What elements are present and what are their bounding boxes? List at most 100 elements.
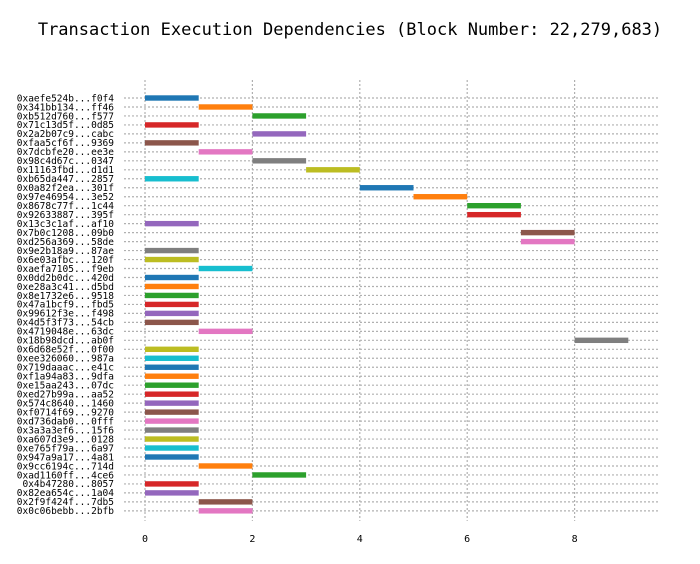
task-bar <box>413 194 468 200</box>
task-bar <box>467 211 521 218</box>
x-tick-label: 0 <box>142 534 148 545</box>
y-tick-label: 0x6e03afbc...120f <box>17 255 114 266</box>
y-tick-label: 0x9e2b18a9...87ae <box>17 246 115 257</box>
y-tick-label: 0x18b98dcd...ab0f <box>17 336 114 347</box>
task-bar <box>145 391 199 397</box>
y-tick-label: 0xed27b99a...aa52 <box>17 389 114 400</box>
task-bar <box>145 481 199 487</box>
y-tick-label: 0x0c06bebb...2bfb <box>17 506 115 517</box>
x-tick-label: 4 <box>357 534 363 545</box>
y-tick-label: 0x98c4d67c...0347 <box>17 156 114 167</box>
y-tick-label: 0xf0714f69...9270 <box>17 407 115 418</box>
task-bar <box>252 113 307 119</box>
task-bar <box>145 382 199 388</box>
task-bar <box>145 274 199 281</box>
y-tick-labels: 0xaefe524b...f0f40x341bb134...ff460xb512… <box>17 93 115 517</box>
y-tick-label: 0x8e1732e6...9518 <box>17 291 115 302</box>
y-tick-label: 0xee326060...987a <box>17 354 114 365</box>
task-bar <box>145 319 199 326</box>
y-tick-label: 0x97e46954...3e52 <box>17 192 114 203</box>
y-tick-label: 0xaefa7105...f9eb <box>17 264 115 275</box>
task-bar <box>198 508 253 514</box>
y-tick-label: 0x82ea654c...1a04 <box>17 488 115 499</box>
task-bar <box>145 256 199 263</box>
y-tick-label: 0xad1160ff...4ce6 <box>17 470 115 481</box>
task-bar <box>198 104 253 110</box>
task-bar <box>145 436 199 442</box>
y-tick-label: 0x11163fbd...d1d1 <box>17 165 115 176</box>
task-bar <box>252 131 307 137</box>
task-bar <box>145 122 199 128</box>
task-bar <box>198 149 253 155</box>
y-tick-label: 0x4d5f3f73...54cb <box>17 318 115 329</box>
y-tick-label: 0x7b0c1208...09b0 <box>17 228 115 239</box>
y-tick-label: 0xaefe524b...f0f4 <box>17 93 115 104</box>
task-bar <box>198 328 253 335</box>
y-tick-label: 0xe28a3c41...d5bd <box>17 282 114 293</box>
task-bar <box>198 463 253 469</box>
y-tick-label: 0x99612f3e...f498 <box>17 309 115 320</box>
y-tick-label: 0xf1a94a83...9dfa <box>17 372 114 383</box>
y-tick-label: 0x4b47280...8057 <box>22 479 114 490</box>
y-tick-label: 0x574c8640...1460 <box>17 398 115 409</box>
task-bar <box>145 409 199 415</box>
task-bar <box>145 301 199 308</box>
y-tick-label: 0x3a3a3ef6...15f6 <box>17 425 115 436</box>
y-tick-label: 0x7dcbfe20...ee3e <box>17 147 115 158</box>
task-bar <box>198 265 253 272</box>
x-tick-label: 6 <box>464 534 470 545</box>
bar-layer <box>145 95 629 514</box>
task-bar <box>145 220 199 227</box>
task-bar <box>145 364 199 370</box>
task-bar <box>145 427 199 433</box>
task-bar <box>467 203 521 209</box>
task-bar <box>252 158 307 164</box>
y-tick-label: 0xe765f79a...6a97 <box>17 443 114 454</box>
y-tick-label: 0x71c13d5f...0d85 <box>17 120 114 131</box>
task-bar <box>145 310 199 317</box>
task-bar <box>145 490 199 496</box>
x-tick-label: 8 <box>572 534 578 545</box>
task-bar <box>306 167 360 173</box>
task-bar <box>520 238 575 245</box>
y-tick-label: 0xb512d760...f577 <box>17 111 114 122</box>
chart-title: Transaction Execution Dependencies (Bloc… <box>37 20 663 40</box>
y-tick-label: 0x947a9a17...4a81 <box>17 452 115 463</box>
task-bar <box>145 418 199 424</box>
task-bar <box>252 472 307 478</box>
y-tick-label: 0x92633887...395f <box>17 210 114 221</box>
y-tick-label: 0x719daaac...e41c <box>17 363 114 374</box>
y-tick-label: 0x47a1bcf9...fbd5 <box>17 300 114 311</box>
task-bar <box>145 400 199 406</box>
y-tick-label: 0x13c3c1af...af10 <box>17 219 115 230</box>
y-tick-label: 0x0dd2b0dc...420d <box>17 273 114 284</box>
y-tick-label: 0x4719048e...63dc <box>17 327 114 338</box>
y-tick-label: 0x0a82f2ea...301f <box>17 183 114 194</box>
y-tick-label: 0xb65da447...2857 <box>17 174 114 185</box>
task-bar <box>145 95 199 101</box>
x-tick-labels: 0 2 4 6 8 <box>142 534 578 545</box>
task-bar <box>520 229 575 236</box>
y-tick-label: 0x8678c77f...1c44 <box>17 201 115 212</box>
grid-layer <box>124 80 659 521</box>
task-bar <box>574 337 629 344</box>
x-tick-label: 2 <box>249 534 255 545</box>
task-bar <box>145 454 199 460</box>
y-tick-label: 0x9cc6194c...714d <box>17 461 114 472</box>
y-tick-label: 0x2a2b07c9...cabc <box>17 129 114 140</box>
y-tick-label: 0xe15aa243...07dc <box>17 381 114 392</box>
task-bar <box>145 373 199 379</box>
task-bar <box>145 292 199 299</box>
task-bar <box>145 346 199 352</box>
task-bar <box>145 176 199 182</box>
task-bar <box>145 445 199 451</box>
y-tick-label: 0xa607d3e9...0128 <box>17 434 115 445</box>
task-bar <box>359 185 414 191</box>
task-bar <box>145 140 199 146</box>
y-tick-label: 0x341bb134...ff46 <box>17 102 115 113</box>
task-bar <box>145 247 199 254</box>
y-tick-label: 0xd736dab0...0fff <box>17 416 114 427</box>
y-tick-label: 0xd256a369...58de <box>17 237 115 248</box>
task-bar <box>145 283 199 290</box>
